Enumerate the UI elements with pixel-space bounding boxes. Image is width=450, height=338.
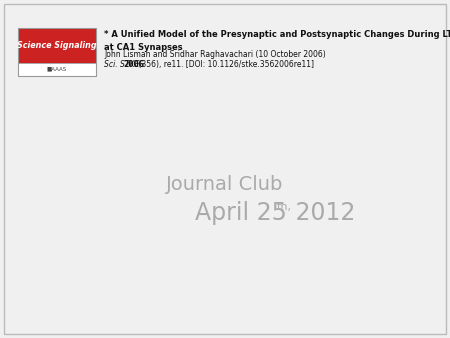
- Text: (356), re11. [DOI: 10.1126/stke.3562006re11]: (356), re11. [DOI: 10.1126/stke.3562006r…: [136, 60, 314, 69]
- Bar: [18, 63, 96, 76]
- Text: Science Signaling: Science Signaling: [17, 41, 97, 50]
- Bar: [18, 28, 96, 76]
- Text: 2006: 2006: [123, 60, 144, 69]
- Text: April 25: April 25: [195, 201, 287, 225]
- Bar: [18, 28, 96, 63]
- Text: th,: th,: [277, 202, 292, 212]
- Text: John Lisman and Sridhar Raghavachari (10 October 2006): John Lisman and Sridhar Raghavachari (10…: [104, 50, 326, 59]
- Text: ■AAAS: ■AAAS: [47, 67, 67, 72]
- Text: Sci. STKE: Sci. STKE: [104, 60, 142, 69]
- Text: * A Unified Model of the Presynaptic and Postsynaptic Changes During LTP
at CA1 : * A Unified Model of the Presynaptic and…: [104, 30, 450, 51]
- Text: 2012: 2012: [288, 201, 356, 225]
- Text: Journal Club: Journal Club: [166, 175, 284, 194]
